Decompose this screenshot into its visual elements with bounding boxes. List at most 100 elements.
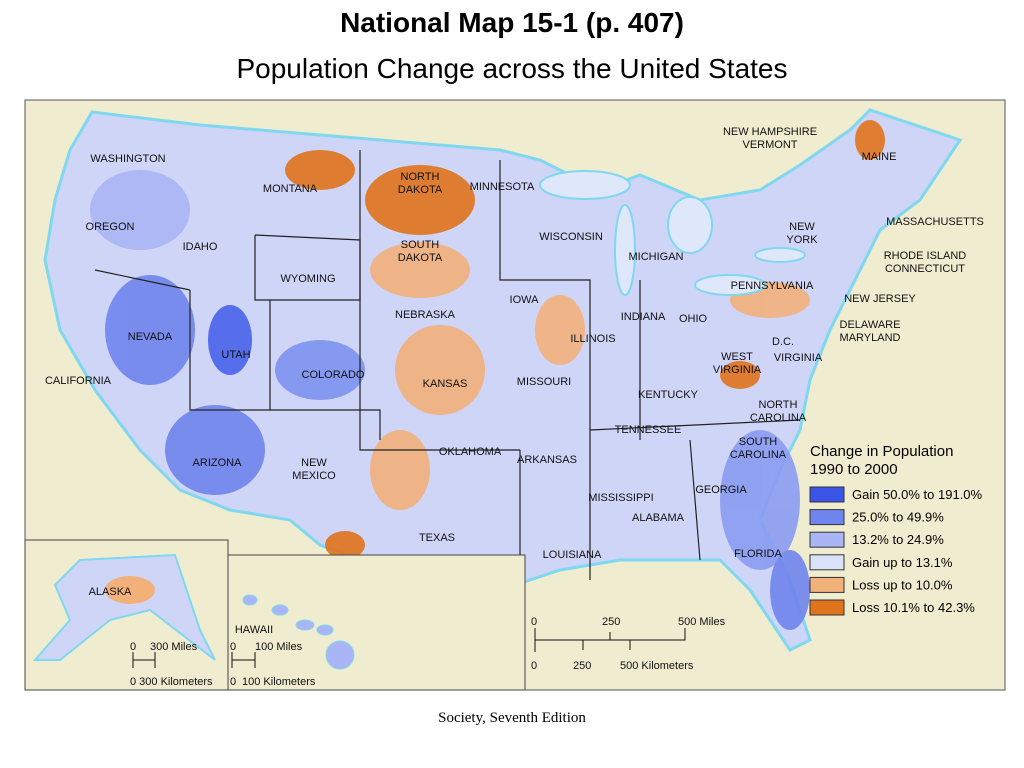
- state-label: WASHINGTON: [90, 153, 165, 165]
- state-label: YORK: [786, 234, 818, 246]
- legend-label: Loss 10.1% to 42.3%: [852, 600, 975, 615]
- state-label: DAKOTA: [398, 184, 443, 196]
- hawaii-inset: [227, 554, 526, 691]
- legend-swatch: [809, 554, 845, 571]
- state-label: MISSISSIPPI: [588, 492, 653, 504]
- state-label: OHIO: [679, 313, 708, 325]
- state-label: MICHIGAN: [629, 251, 684, 263]
- scale-label: 100 Miles: [255, 641, 303, 653]
- legend-label: 25.0% to 49.9%: [852, 510, 944, 525]
- state-label: NEW HAMPSHIRE: [723, 126, 817, 138]
- scale-label: 500 Miles: [678, 616, 726, 628]
- state-label: IDAHO: [183, 241, 218, 253]
- scale-label: 250: [573, 660, 591, 672]
- state-label: UTAH: [221, 349, 250, 361]
- state-label: KANSAS: [423, 378, 468, 390]
- map: [24, 99, 1006, 691]
- state-label: MISSOURI: [517, 376, 571, 388]
- state-label: NORTH: [401, 171, 440, 183]
- state-label: SOUTH: [401, 239, 440, 251]
- legend-title: 1990 to 2000: [810, 461, 898, 478]
- subtitle: Population Change across the United Stat…: [236, 53, 787, 84]
- state-label: CAROLINA: [750, 412, 807, 424]
- scale-label: 0: [531, 616, 537, 628]
- state-label: WYOMING: [281, 273, 336, 285]
- state-label: VIRGINIA: [713, 364, 762, 376]
- state-label: NEW: [301, 457, 327, 469]
- legend-swatch: [809, 486, 845, 503]
- legend-swatch: [809, 576, 845, 593]
- state-label: CAROLINA: [730, 449, 787, 461]
- state-label: RHODE ISLAND: [884, 250, 967, 262]
- hawaii-islands: [242, 594, 355, 670]
- state-label: MASSACHUSETTS: [886, 216, 984, 228]
- scale-label: 0 300 Kilometers: [130, 676, 213, 688]
- scale-label: 100 Kilometers: [242, 676, 316, 688]
- state-label: TENNESSEE: [615, 424, 682, 436]
- state-label: OKLAHOMA: [439, 446, 502, 458]
- scale-bars: [132, 628, 686, 668]
- state-label: NEVADA: [128, 331, 173, 343]
- state-label: VIRGINIA: [774, 352, 823, 364]
- legend: Change in Population 1990 to 2000 Gain 5…: [809, 443, 983, 616]
- scale-label: 300 Miles: [150, 641, 198, 653]
- state-label: NEBRASKA: [395, 309, 456, 321]
- state-label: CONNECTICUT: [885, 263, 965, 275]
- state-label: GEORGIA: [695, 484, 747, 496]
- alaska-land: [32, 553, 216, 661]
- state-label: ILLINOIS: [570, 333, 615, 345]
- scale-label: 0: [230, 676, 236, 688]
- footer: Society, Seventh Edition: [438, 710, 586, 726]
- state-label: PENNSYLVANIA: [731, 280, 814, 292]
- legend-swatch: [809, 531, 845, 548]
- state-label: OREGON: [86, 221, 135, 233]
- state-label: NEW JERSEY: [844, 293, 916, 305]
- legend-title: Change in Population: [810, 443, 953, 460]
- population-patches: [90, 120, 885, 630]
- state-label: VERMONT: [743, 139, 798, 151]
- state-label: DAKOTA: [398, 252, 443, 264]
- scale-label: 250: [602, 616, 620, 628]
- state-label: IOWA: [510, 294, 540, 306]
- state-label: ARKANSAS: [517, 454, 577, 466]
- state-label: KENTUCKY: [638, 389, 699, 401]
- alaska-patch: [105, 576, 155, 604]
- scale-label: 500 Kilometers: [620, 660, 694, 672]
- title: National Map 15-1 (p. 407): [340, 7, 684, 38]
- legend-label: Gain 50.0% to 191.0%: [852, 487, 983, 502]
- scale-label: 0: [531, 660, 537, 672]
- great-lakes: [539, 170, 806, 296]
- state-label: HAWAII: [235, 624, 273, 636]
- legend-swatch: [809, 599, 845, 616]
- state-label: MINNESOTA: [470, 181, 535, 193]
- state-label: MEXICO: [292, 470, 336, 482]
- state-label: ALABAMA: [632, 512, 685, 524]
- legend-label: Loss up to 10.0%: [852, 577, 953, 592]
- state-label: MAINE: [862, 151, 897, 163]
- legend-swatch: [809, 509, 845, 526]
- legend-label: 13.2% to 24.9%: [852, 532, 944, 547]
- scale-labels: 0 250 500 Miles 0 250 500 Kilometers 0 3…: [130, 616, 726, 688]
- state-label: SOUTH: [739, 436, 778, 448]
- state-label: CALIFORNIA: [45, 375, 112, 387]
- state-label: NORTH: [759, 399, 798, 411]
- state-label: COLORADO: [302, 369, 365, 381]
- state-borders: [94, 150, 801, 580]
- state-label: ARIZONA: [193, 457, 243, 469]
- scale-label: 0: [130, 641, 136, 653]
- state-label: NEW: [789, 221, 815, 233]
- state-label: ALASKA: [89, 586, 132, 598]
- scale-label: 0: [230, 641, 236, 653]
- state-label: LOUISIANA: [543, 549, 602, 561]
- state-label: FLORIDA: [734, 548, 782, 560]
- state-label: WISCONSIN: [539, 231, 603, 243]
- state-label: TEXAS: [419, 532, 455, 544]
- state-label: MONTANA: [263, 183, 318, 195]
- state-label: WEST: [721, 351, 753, 363]
- legend-label: Gain up to 13.1%: [852, 555, 953, 570]
- state-label: INDIANA: [621, 311, 666, 323]
- state-label: DELAWARE: [840, 319, 901, 331]
- state-label: MARYLAND: [840, 332, 901, 344]
